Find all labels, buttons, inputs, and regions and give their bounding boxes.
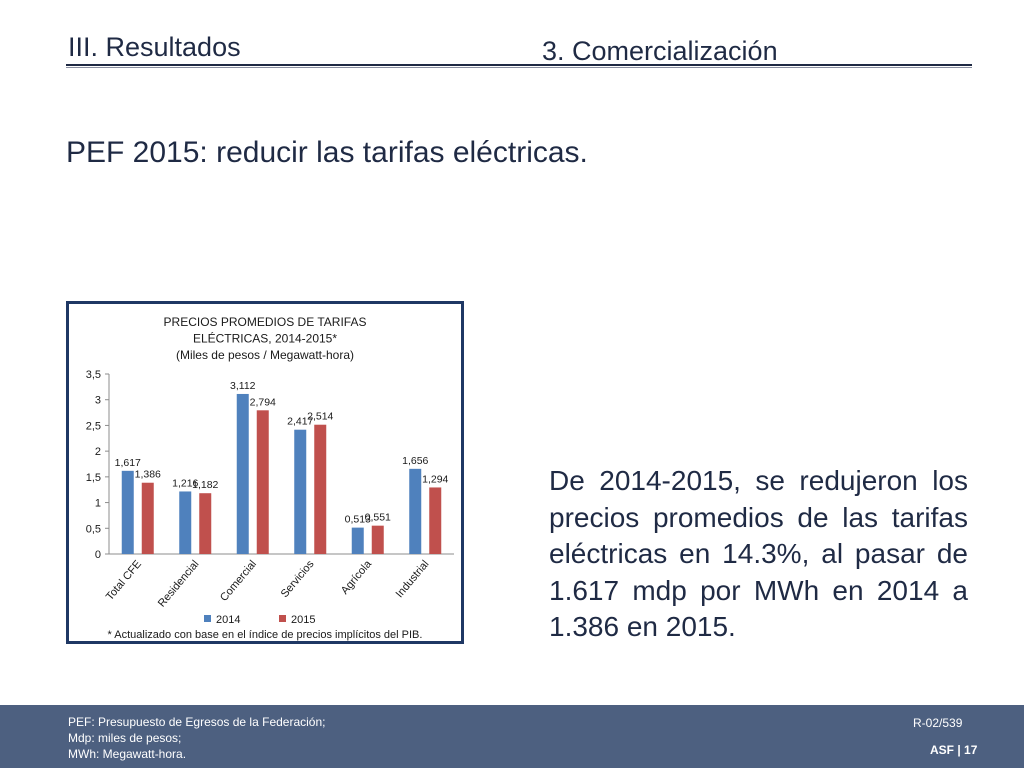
bar-2014 [409, 468, 422, 554]
bar-2014 [236, 393, 249, 554]
data-label: 1,656 [402, 455, 428, 467]
y-tick-label: 3,5 [86, 369, 101, 381]
chart-footnote: * Actualizado con base en el índice de p… [108, 629, 423, 641]
legend-swatch [279, 615, 286, 622]
header-rule-thin [66, 67, 972, 68]
footer-notes: PEF: Presupuesto de Egresos de la Federa… [68, 714, 325, 762]
category-label: Comercial [218, 558, 259, 604]
bar-2015 [199, 493, 212, 554]
data-label: 1,182 [192, 479, 218, 491]
y-tick-label: 1,5 [86, 472, 101, 484]
bar-2015 [314, 424, 327, 554]
chart-title: ELÉCTRICAS, 2014-2015* [193, 331, 337, 346]
data-label: 1,294 [422, 473, 448, 485]
y-tick-label: 2,5 [86, 420, 101, 432]
bar-2015 [371, 525, 384, 554]
y-tick-label: 2 [95, 446, 101, 458]
header-rule [66, 64, 972, 66]
data-label: 3,112 [230, 380, 256, 392]
chart-panel: PRECIOS PROMEDIOS DE TARIFAS ELÉCTRICAS, … [66, 301, 464, 644]
data-label: 2,794 [250, 396, 276, 408]
data-label: 0,513 [345, 514, 371, 526]
category-label: Residencial [156, 558, 202, 609]
footer-note: Mdp: miles de pesos; [68, 731, 182, 745]
bar-2015 [256, 410, 269, 554]
section-title: III. Resultados [68, 32, 241, 62]
category-label: Servicios [279, 558, 317, 600]
subsection-title: 3. Comercialización [542, 36, 778, 66]
bar-2015 [141, 482, 154, 554]
bar-2014 [121, 470, 134, 554]
data-label: 1,617 [115, 457, 141, 469]
data-label: 1,386 [135, 469, 161, 481]
page-number: ASF | 17 [930, 743, 978, 757]
legend-swatch [204, 615, 211, 622]
data-label: 2,514 [307, 411, 333, 423]
y-tick-label: 3 [95, 395, 101, 407]
legend-label: 2015 [291, 614, 315, 626]
headline: PEF 2015: reducir las tarifas eléctricas… [66, 136, 588, 169]
bar-2014 [294, 429, 307, 554]
category-label: Industrial [394, 558, 432, 600]
footer-note: MWh: Megawatt-hora. [68, 747, 187, 761]
bar-2014 [351, 527, 364, 554]
y-tick-label: 0 [95, 549, 101, 561]
footer-note: PEF: Presupuesto de Egresos de la Federa… [68, 715, 326, 729]
bar-chart: PRECIOS PROMEDIOS DE TARIFAS ELÉCTRICAS, … [86, 315, 454, 641]
document-code: R-02/539 [913, 716, 963, 730]
footer-bar: PEF: Presupuesto de Egresos de la Federa… [0, 705, 1024, 768]
body-text: De 2014-2015, se redujeron los precios p… [549, 465, 968, 642]
legend-label: 2014 [216, 614, 240, 626]
bar-2014 [179, 491, 192, 554]
y-tick-label: 0,5 [86, 523, 101, 535]
category-label: Total CFE [104, 558, 144, 603]
y-tick-label: 1 [95, 498, 101, 510]
data-label: 0,551 [365, 512, 391, 524]
chart-title: PRECIOS PROMEDIOS DE TARIFAS [164, 315, 367, 329]
bar-2015 [429, 487, 442, 554]
chart-title: (Miles de pesos / Megawatt-hora) [176, 348, 354, 362]
category-label: Agrícola [339, 558, 375, 597]
data-label: 1,216 [172, 477, 198, 489]
data-label: 2,417 [287, 416, 313, 428]
